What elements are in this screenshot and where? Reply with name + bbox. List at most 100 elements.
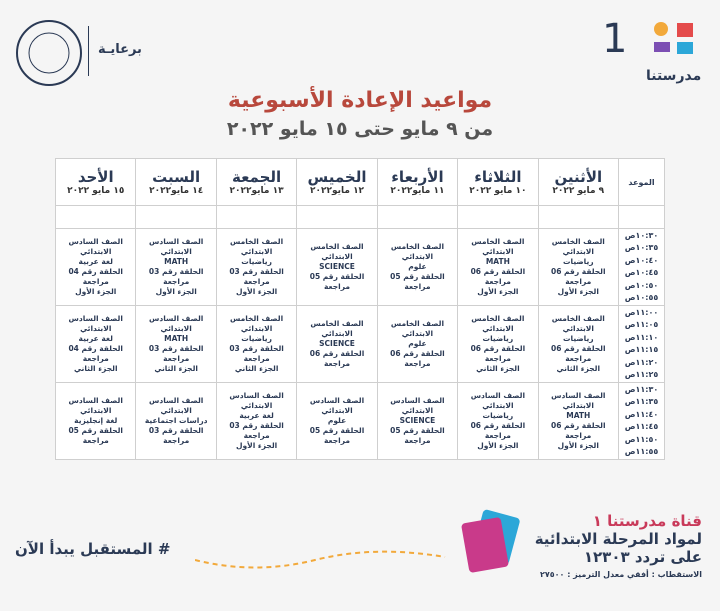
lesson-line: MATH	[164, 257, 189, 266]
time: ١٠:٣٠ص	[624, 230, 659, 240]
lesson-line: الصف الخامس الابتدائي	[390, 319, 445, 338]
lesson-cell: الصف الخامس الابتدائي علوم الحلقة رقم 05 م…	[376, 228, 459, 306]
lesson-cell: الصف السادس الابتدائي لغة عربية الحلقة رقم…	[54, 305, 137, 383]
lesson-line: الجزء الثاني	[73, 364, 118, 373]
slogan: # المستقبل يبدأ الآن	[15, 540, 171, 558]
lesson-cell: الصف السادس الابتدائي علوم الحلقة رقم 05 م…	[296, 382, 378, 460]
subtitle: من ٩ مايو حتى ١٥ مايو ٢٠٢٢	[226, 118, 494, 140]
lesson-cell: الصف الخامس الابتدائي رياضيات الحلقة رقم 0…	[215, 228, 298, 306]
logo-name: مدرستنا	[646, 68, 702, 84]
day-header: السبت ١٤ مايو٢٠٢٢	[135, 158, 217, 206]
lesson-line: الصف السادس الابتدائي	[229, 391, 284, 410]
dashed-path	[195, 550, 446, 569]
lesson-line: الحلقة رقم 05 مراجعة	[390, 272, 445, 291]
lesson-line: الجزء الأول	[557, 287, 599, 296]
lesson-line: الحلقة رقم 03 مراجعة	[229, 344, 284, 363]
lesson-cell: الصف الخامس الابتدائي SCIENCE الحلقة رقم 0…	[296, 228, 378, 306]
lesson-line: الحلقة رقم 03 مراجعة	[148, 344, 204, 363]
lesson-line: الحلقة رقم 06 مراجعة	[551, 344, 606, 363]
lesson-line: الصف الخامس الابتدائي	[471, 314, 525, 333]
lesson-line: الجزء الأول	[235, 287, 278, 296]
lesson-line: الحلقة رقم 03 مراجعة	[229, 421, 284, 440]
lesson-line: علوم	[408, 339, 427, 348]
lesson-line: رياضيات	[482, 411, 514, 420]
lesson-line: الحلقة رقم 06 مراجعة	[551, 421, 606, 440]
title: مواعيد الإعادة الأسبوعية	[227, 88, 493, 113]
spacer-cell	[215, 205, 298, 229]
time: ١١:٣٥ص	[624, 397, 659, 406]
time: ١٠:٣٥ص	[624, 243, 659, 252]
day-name: السبت	[152, 168, 201, 186]
time: ١١:٣٠ص	[624, 384, 659, 394]
lesson-line: الحلقة رقم 06 مراجعة	[390, 349, 445, 368]
lesson-line: رياضيات	[562, 334, 594, 343]
time-header: الموعد	[618, 158, 665, 206]
lesson-line: رياضيات	[241, 334, 272, 343]
lesson-cell: الصف السادس الابتدائي دراسات اجتماعية الحل…	[135, 382, 217, 460]
lesson-line: SCIENCE	[319, 339, 355, 348]
schedule-row: ١٠:٣٠ص ١٠:٣٥ص ١٠:٤٠ص ١٠:٤٥ص ١٠:٥٠ص ١٠:٥٥ص الصف…	[54, 228, 665, 306]
spacer-cell	[618, 205, 665, 229]
lesson-line: الصف الخامس الابتدائي	[471, 237, 525, 256]
lesson-line: الصف الخامس الابتدائي	[390, 242, 445, 261]
lesson-cell: الصف السادس الابتدائي SCIENCE الحلقة رقم 0…	[376, 382, 459, 460]
lesson-line: الصف الخامس الابتدائي	[230, 314, 284, 333]
lesson-line: الحلقة رقم 05 مراجعة	[68, 426, 124, 445]
time: ١١:١٠ص	[624, 332, 659, 342]
lesson-line: الجزء الأول	[557, 441, 599, 450]
spacer-cell	[54, 205, 137, 229]
time: ١١:٤٠ص	[624, 409, 659, 419]
spacer-cell	[537, 205, 620, 229]
lesson-cell: الصف الخامس الابتدائي رياضيات الحلقة رقم 0…	[457, 305, 539, 383]
lesson-line: الجزء الأول	[75, 287, 117, 296]
lesson-line: الجزء الأول	[477, 441, 519, 450]
time: ١١:٥٠ص	[624, 434, 659, 444]
schedule-row: ١١:٠٠ص ١١:٠٥ص ١١:١٠ص ١١:١٥ص ١١:٢٠ص ١١:٢٥ص الصف…	[54, 305, 665, 383]
lesson-line: الحلقة رقم 03 مراجعة	[148, 426, 204, 445]
divider	[88, 26, 89, 76]
lesson-line: الحلقة رقم 05 مراجعة	[309, 272, 365, 291]
logo-number: 1	[602, 16, 628, 62]
lesson-line: رياضيات	[241, 257, 272, 266]
day-date: ١٣ مايو٢٠٢٢	[229, 186, 284, 196]
lesson-line: الصف السادس الابتدائي	[551, 391, 606, 410]
lesson-line: الحلقة رقم 04 مراجعة	[68, 267, 124, 286]
lesson-line: الجزء الأول	[155, 287, 197, 296]
day-date: ١٠ مايو ٢٠٢٢	[469, 186, 527, 196]
lesson-line: الصف الخامس الابتدائي	[230, 237, 284, 256]
day-name: الأثنين	[554, 168, 603, 186]
lesson-line: الصف السادس الابتدائي	[68, 237, 123, 256]
lesson-cell: الصف السادس الابتدائي MATH الحلقة رقم 03 م…	[135, 228, 217, 306]
schedule-table: الموعد الأثنين ٩ مايو ٢٠٢٢ الثلاثاء ١٠ مايو …	[54, 158, 665, 460]
lesson-cell: الصف الخامس الابتدائي علوم الحلقة رقم 06 م…	[376, 305, 459, 383]
lesson-line: لغة إنجليزية	[74, 416, 118, 425]
frequency: على تردد ١٢٣٠٣	[583, 548, 702, 566]
logo-icon	[651, 20, 699, 68]
lesson-line: الصف السادس الابتدائي	[68, 396, 123, 415]
sponsor: برعايـة	[98, 42, 142, 57]
time: ١٠:٥٠ص	[624, 280, 659, 290]
lesson-line: الجزء الثاني	[476, 364, 520, 373]
lesson-line: رياضيات	[482, 334, 514, 343]
time: ١١:٢٠ص	[624, 357, 659, 367]
day-header: الأثنين ٩ مايو ٢٠٢٢	[537, 158, 620, 206]
lesson-line: لغة عربية	[239, 411, 274, 420]
lesson-line: الحلقة رقم 06 مراجعة	[470, 267, 526, 286]
day-header: الجمعة ١٣ مايو٢٠٢٢	[215, 158, 298, 206]
day-date: ١٢ مايو٢٠٢٢	[309, 186, 365, 196]
lesson-line: الحلقة رقم 06 مراجعة	[470, 421, 526, 440]
lesson-line: الصف السادس الابتدائي	[309, 396, 365, 415]
day-name: الأحد	[77, 168, 114, 186]
time-cell: ١٠:٣٠ص ١٠:٣٥ص ١٠:٤٠ص ١٠:٤٥ص ١٠:٥٠ص ١٠:٥٥ص	[618, 228, 665, 306]
day-name: الخميس	[307, 168, 367, 186]
time: ١١:٢٥ص	[624, 370, 659, 379]
spacer-cell	[457, 205, 539, 229]
time: ١١:١٥ص	[624, 345, 659, 354]
lesson-cell: الصف السادس الابتدائي لغة عربية الحلقة رقم…	[215, 382, 298, 460]
lesson-cell: الصف السادس الابتدائي لغة عربية الحلقة رقم…	[54, 228, 137, 306]
lesson-line: الصف الخامس الابتدائي	[310, 242, 364, 261]
subjects: لمواد المرحلة الابتدائية	[534, 530, 702, 548]
time: ١١:٠٠ص	[624, 307, 659, 317]
day-header: الأربعاء ١١ مايو٢٠٢٢	[376, 158, 459, 206]
day-date: ١٥ مايو ٢٠٢٢	[67, 186, 125, 196]
